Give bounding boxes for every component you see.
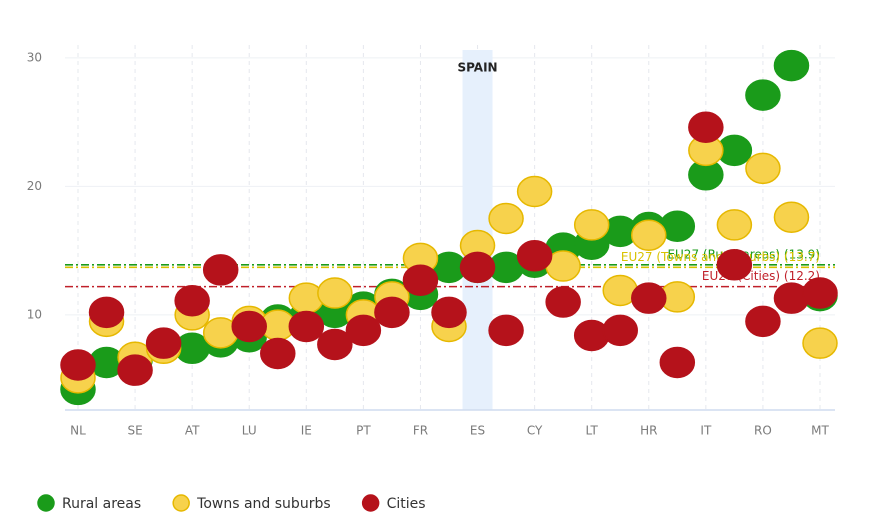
dot (145, 327, 182, 359)
y-tick-label: 20 (27, 179, 42, 193)
x-tick-label: PT (356, 424, 371, 438)
legend-marker (361, 494, 380, 512)
x-tick-label: ES (470, 424, 485, 438)
dot (631, 219, 667, 251)
dot (516, 240, 553, 272)
x-tick-label: IT (700, 424, 712, 438)
x-tick-label: SE (127, 424, 142, 438)
legend-label: Rural areas (62, 496, 141, 512)
highlight-label: SPAIN (457, 61, 497, 75)
dot (573, 209, 610, 241)
y-tick-label: 30 (27, 50, 42, 64)
dot (773, 49, 810, 82)
dot (688, 111, 724, 144)
y-tick-label: 10 (27, 307, 42, 321)
dot (374, 296, 410, 329)
legend-marker (37, 494, 55, 512)
dot (659, 346, 696, 379)
x-tick-label: FR (413, 424, 428, 438)
x-tick-label: NL (70, 424, 86, 438)
dot (516, 175, 553, 208)
dot (716, 249, 753, 281)
x-tick-label: LU (242, 424, 257, 438)
dot (745, 152, 781, 185)
dot (545, 286, 581, 318)
dot (317, 277, 353, 309)
x-tick-label: MT (811, 424, 829, 438)
x-tick-label: RO (754, 424, 772, 438)
dot (745, 305, 781, 338)
dot (716, 209, 753, 241)
legend-marker (172, 494, 190, 512)
dot (117, 354, 153, 386)
x-tick-label: HR (640, 424, 657, 438)
dot (202, 254, 239, 286)
dot (174, 285, 210, 317)
dot (345, 314, 382, 347)
dot (602, 314, 638, 347)
dot (431, 296, 467, 329)
x-tick-label: AT (185, 424, 200, 438)
dot (60, 349, 96, 381)
dot (402, 264, 439, 296)
x-tick-label: LT (586, 424, 599, 438)
dot (631, 282, 667, 314)
dot (488, 314, 524, 347)
dot (802, 327, 838, 359)
x-tick-label: IE (301, 424, 312, 438)
dot (231, 310, 267, 343)
dot (459, 251, 496, 284)
dot (288, 310, 325, 343)
dot (488, 202, 524, 235)
dot (745, 79, 781, 111)
legend-label: Cities (387, 496, 426, 512)
dot (317, 328, 353, 361)
dot (88, 296, 125, 329)
dot (773, 201, 810, 233)
dot (260, 337, 296, 370)
legend-label: Towns and suburbs (196, 496, 330, 512)
dot (802, 277, 838, 309)
x-tick-label: CY (527, 424, 543, 438)
